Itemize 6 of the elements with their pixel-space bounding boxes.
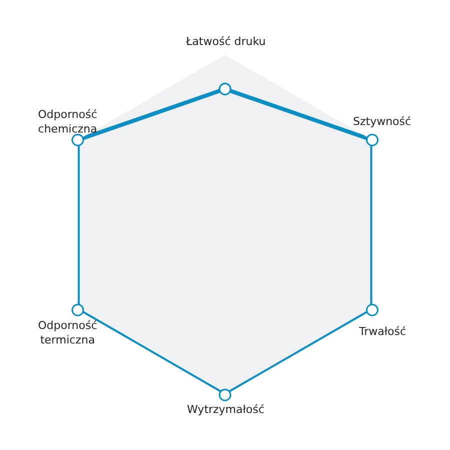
spoke-label: Odporność chemiczna	[38, 108, 98, 136]
spoke-label: Łatwość druku	[185, 35, 266, 48]
spoke-label: Trwałość	[358, 325, 406, 338]
spoke-label: Odporność termiczna	[38, 319, 98, 346]
spoke-label: Wytrzymałość	[187, 403, 264, 416]
spoke-label: Sztywność	[353, 115, 412, 128]
